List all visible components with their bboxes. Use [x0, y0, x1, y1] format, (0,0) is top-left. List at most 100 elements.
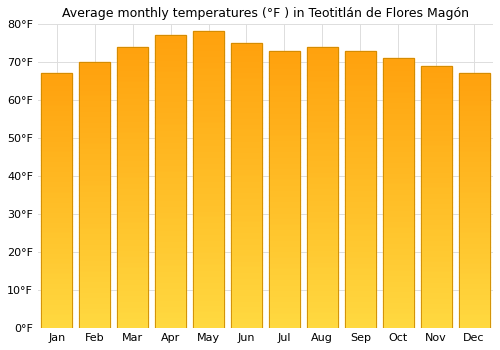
- Bar: [231, 157, 262, 163]
- Bar: [458, 155, 490, 160]
- Bar: [420, 108, 452, 113]
- Bar: [307, 261, 338, 266]
- Bar: [41, 303, 72, 308]
- Bar: [344, 323, 376, 328]
- Bar: [79, 238, 110, 243]
- Bar: [79, 216, 110, 222]
- Bar: [155, 217, 186, 223]
- Bar: [231, 140, 262, 146]
- Bar: [382, 236, 414, 242]
- Bar: [420, 166, 452, 171]
- Bar: [420, 124, 452, 129]
- Bar: [269, 189, 300, 195]
- Bar: [307, 227, 338, 232]
- Bar: [458, 282, 490, 287]
- Bar: [269, 139, 300, 145]
- Bar: [382, 172, 414, 177]
- Bar: [193, 275, 224, 281]
- Bar: [79, 280, 110, 286]
- Bar: [269, 106, 300, 112]
- Bar: [231, 265, 262, 271]
- Bar: [117, 182, 148, 188]
- Bar: [117, 52, 148, 58]
- Bar: [344, 73, 376, 78]
- Bar: [420, 129, 452, 134]
- Bar: [458, 308, 490, 313]
- Bar: [41, 150, 72, 155]
- Bar: [231, 146, 262, 151]
- Bar: [155, 205, 186, 211]
- Bar: [269, 100, 300, 106]
- Bar: [458, 247, 490, 252]
- Bar: [155, 287, 186, 293]
- Bar: [382, 85, 414, 91]
- Bar: [420, 66, 452, 71]
- Bar: [79, 163, 110, 168]
- Bar: [307, 47, 338, 328]
- Bar: [458, 170, 490, 175]
- Bar: [193, 32, 224, 328]
- Bar: [269, 156, 300, 162]
- Bar: [420, 97, 452, 103]
- Bar: [231, 311, 262, 317]
- Bar: [269, 245, 300, 251]
- Bar: [307, 278, 338, 283]
- Bar: [231, 134, 262, 140]
- Bar: [193, 210, 224, 216]
- Bar: [193, 138, 224, 144]
- Bar: [269, 317, 300, 323]
- Bar: [41, 211, 72, 216]
- Bar: [41, 293, 72, 297]
- Bar: [117, 210, 148, 216]
- Bar: [117, 64, 148, 69]
- Bar: [307, 210, 338, 216]
- Bar: [41, 287, 72, 293]
- Bar: [41, 124, 72, 130]
- Bar: [41, 257, 72, 262]
- Bar: [193, 316, 224, 322]
- Bar: [231, 180, 262, 186]
- Bar: [231, 260, 262, 265]
- Bar: [420, 313, 452, 318]
- Bar: [155, 129, 186, 135]
- Bar: [193, 32, 224, 328]
- Bar: [458, 323, 490, 328]
- Bar: [193, 85, 224, 91]
- Bar: [344, 150, 376, 156]
- Bar: [307, 165, 338, 170]
- Bar: [117, 199, 148, 204]
- Bar: [193, 186, 224, 192]
- Bar: [117, 193, 148, 199]
- Bar: [231, 111, 262, 117]
- Bar: [269, 251, 300, 256]
- Bar: [155, 117, 186, 123]
- Bar: [269, 323, 300, 328]
- Bar: [420, 234, 452, 239]
- Bar: [307, 97, 338, 103]
- Bar: [117, 137, 148, 142]
- Bar: [269, 312, 300, 317]
- Bar: [420, 92, 452, 97]
- Bar: [79, 264, 110, 270]
- Bar: [344, 251, 376, 256]
- Bar: [193, 114, 224, 120]
- Bar: [382, 253, 414, 258]
- Bar: [117, 232, 148, 238]
- Bar: [41, 241, 72, 247]
- Bar: [117, 289, 148, 294]
- Bar: [79, 105, 110, 110]
- Bar: [382, 188, 414, 193]
- Bar: [41, 145, 72, 150]
- Bar: [269, 62, 300, 67]
- Bar: [231, 168, 262, 174]
- Bar: [269, 50, 300, 328]
- Bar: [420, 181, 452, 187]
- Bar: [193, 49, 224, 55]
- Bar: [458, 252, 490, 257]
- Bar: [155, 240, 186, 246]
- Bar: [458, 221, 490, 226]
- Bar: [231, 322, 262, 328]
- Bar: [231, 220, 262, 225]
- Bar: [307, 306, 338, 311]
- Bar: [307, 300, 338, 306]
